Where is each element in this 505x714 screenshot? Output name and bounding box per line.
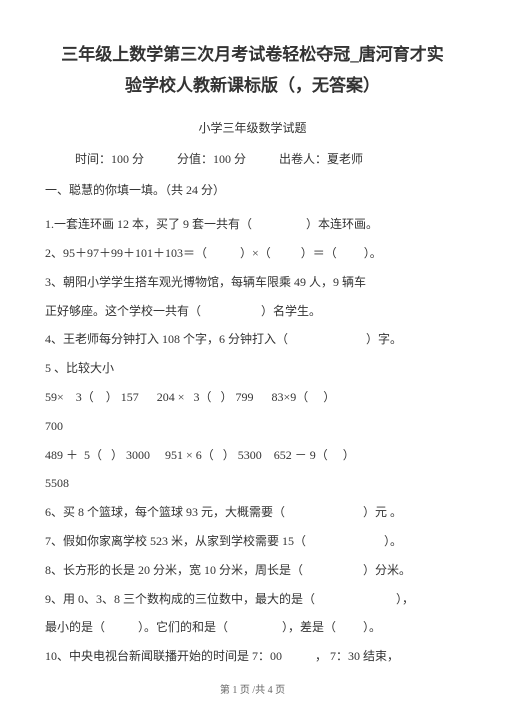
question-line: 10、中央电视台新闻联播开始的时间是 7：00 ， 7：30 结束， — [45, 642, 460, 671]
title-line-2: 验学校人教新课标版（，无答案） — [45, 71, 460, 102]
page-footer: 第 1 页 /共 4 页 — [0, 681, 505, 696]
question-line: 9、用 0、3、8 三个数构成的三位数中，最大的是（ ）， — [45, 585, 460, 614]
section-header: 一、聪慧的你填一填。（共 24 分） — [45, 181, 460, 198]
document-title: 三年级上数学第三次月考试卷轻松夺冠_唐河育才实 验学校人教新课标版（，无答案） — [45, 40, 460, 101]
question-line: 5508 — [45, 469, 460, 498]
question-line: 8、长方形的长是 20 分米，宽 10 分米，周长是（ ）分米。 — [45, 556, 460, 585]
question-line: 4、王老师每分钟打入 108 个字，6 分钟打入（ ）字。 — [45, 325, 460, 354]
title-line-1: 三年级上数学第三次月考试卷轻松夺冠_唐河育才实 — [45, 40, 460, 71]
meta-time: 时间：100 分 — [75, 152, 144, 166]
question-line: 正好够座。这个学校一共有（ ）名学生。 — [45, 297, 460, 326]
meta-score: 分值：100 分 — [177, 152, 246, 166]
subtitle: 小学三年级数学试题 — [45, 119, 460, 136]
question-line: 3、朝阳小学学生搭车观光博物馆，每辆车限乘 49 人，9 辆车 — [45, 268, 460, 297]
question-line: 59× 3（ ） 157 204 × 3（ ） 799 83×9（ ） — [45, 383, 460, 412]
meta-author: 出卷人：夏老师 — [279, 152, 363, 166]
question-line: 最小的是（ ）。它们的和是（ ），差是（ ）。 — [45, 613, 460, 642]
question-line: 700 — [45, 412, 460, 441]
question-line: 6、买 8 个篮球，每个篮球 93 元，大概需要（ ）元 。 — [45, 498, 460, 527]
meta-row: 时间：100 分 分值：100 分 出卷人：夏老师 — [45, 150, 460, 167]
question-line: 5 、比较大小 — [45, 354, 460, 383]
question-line: 2、95＋97＋99＋101＋103＝（ ）×（ ）＝（ ）。 — [45, 239, 460, 268]
question-line: 7、假如你家离学校 523 米，从家到学校需要 15（ ）。 — [45, 527, 460, 556]
question-line: 489 ＋ 5（ ） 3000 951 × 6（ ） 5300 652 － 9（… — [45, 441, 460, 470]
question-line: 1.一套连环画 12 本，买了 9 套一共有（ ）本连环画。 — [45, 210, 460, 239]
